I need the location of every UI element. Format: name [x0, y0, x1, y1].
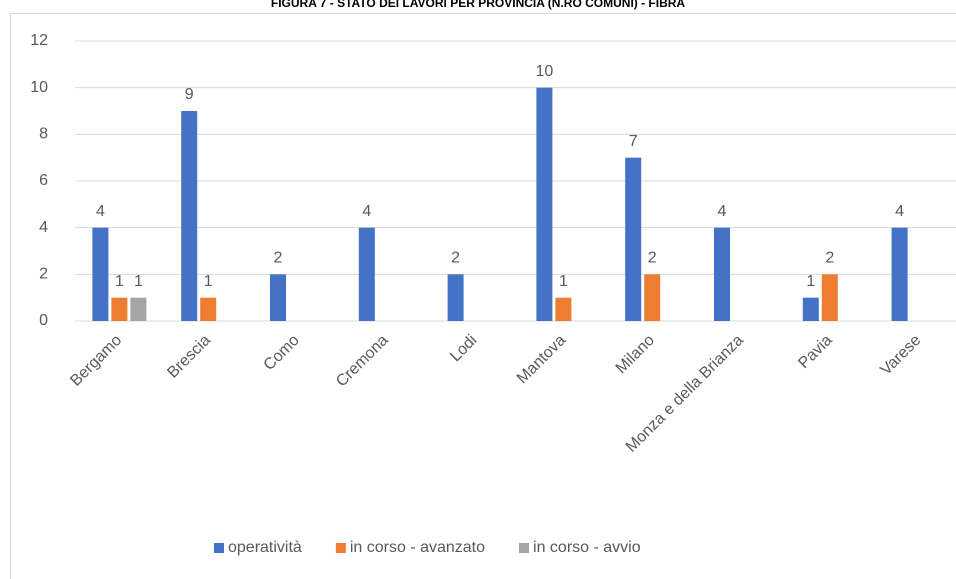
- data-label: 4: [895, 203, 904, 220]
- data-label: 2: [451, 250, 460, 267]
- y-tick-label: 2: [39, 266, 48, 283]
- legend-label: operatività: [228, 539, 302, 556]
- bar: [891, 227, 908, 321]
- y-tick-label: 10: [30, 79, 48, 96]
- data-label: 4: [718, 203, 727, 220]
- bar: [644, 274, 661, 321]
- legend-swatch: [214, 543, 224, 553]
- data-label: 1: [559, 273, 568, 290]
- chart-title: FIGURA 7 - STATO DEI LAVORI PER PROVINCI…: [271, 0, 686, 10]
- y-tick-label: 0: [39, 312, 48, 329]
- y-tick-label: 12: [30, 32, 48, 49]
- y-tick-label: 6: [39, 172, 48, 189]
- bar: [447, 274, 464, 321]
- chart-border: [10, 13, 956, 579]
- bar: [92, 227, 109, 321]
- legend-swatch: [519, 543, 530, 553]
- data-label: 10: [536, 63, 554, 80]
- bar: [200, 297, 217, 321]
- data-label: 4: [362, 203, 371, 220]
- bar: [536, 87, 553, 322]
- data-label: 1: [134, 273, 143, 290]
- data-label: 7: [629, 133, 638, 150]
- bar: [111, 297, 128, 321]
- bar: [714, 227, 730, 321]
- bar: [821, 274, 838, 321]
- bar: [802, 297, 819, 321]
- data-label: 1: [115, 273, 124, 290]
- bar: [181, 111, 198, 321]
- y-tick-label: 8: [39, 126, 48, 143]
- legend-label: in corso - avanzato: [350, 539, 485, 556]
- bar: [625, 157, 642, 321]
- bar: [130, 297, 147, 321]
- data-label: 2: [648, 250, 657, 267]
- bar: [270, 274, 286, 321]
- data-label: 2: [274, 250, 283, 267]
- bar: [358, 227, 375, 321]
- legend-label: in corso - avvio: [533, 539, 641, 556]
- data-label: 2: [825, 250, 834, 267]
- data-label: 4: [96, 203, 105, 220]
- data-label: 1: [806, 273, 815, 290]
- y-tick-label: 4: [39, 219, 48, 236]
- bar: [555, 297, 572, 321]
- legend-swatch: [335, 543, 346, 553]
- data-label: 1: [204, 273, 213, 290]
- data-label: 9: [185, 86, 194, 103]
